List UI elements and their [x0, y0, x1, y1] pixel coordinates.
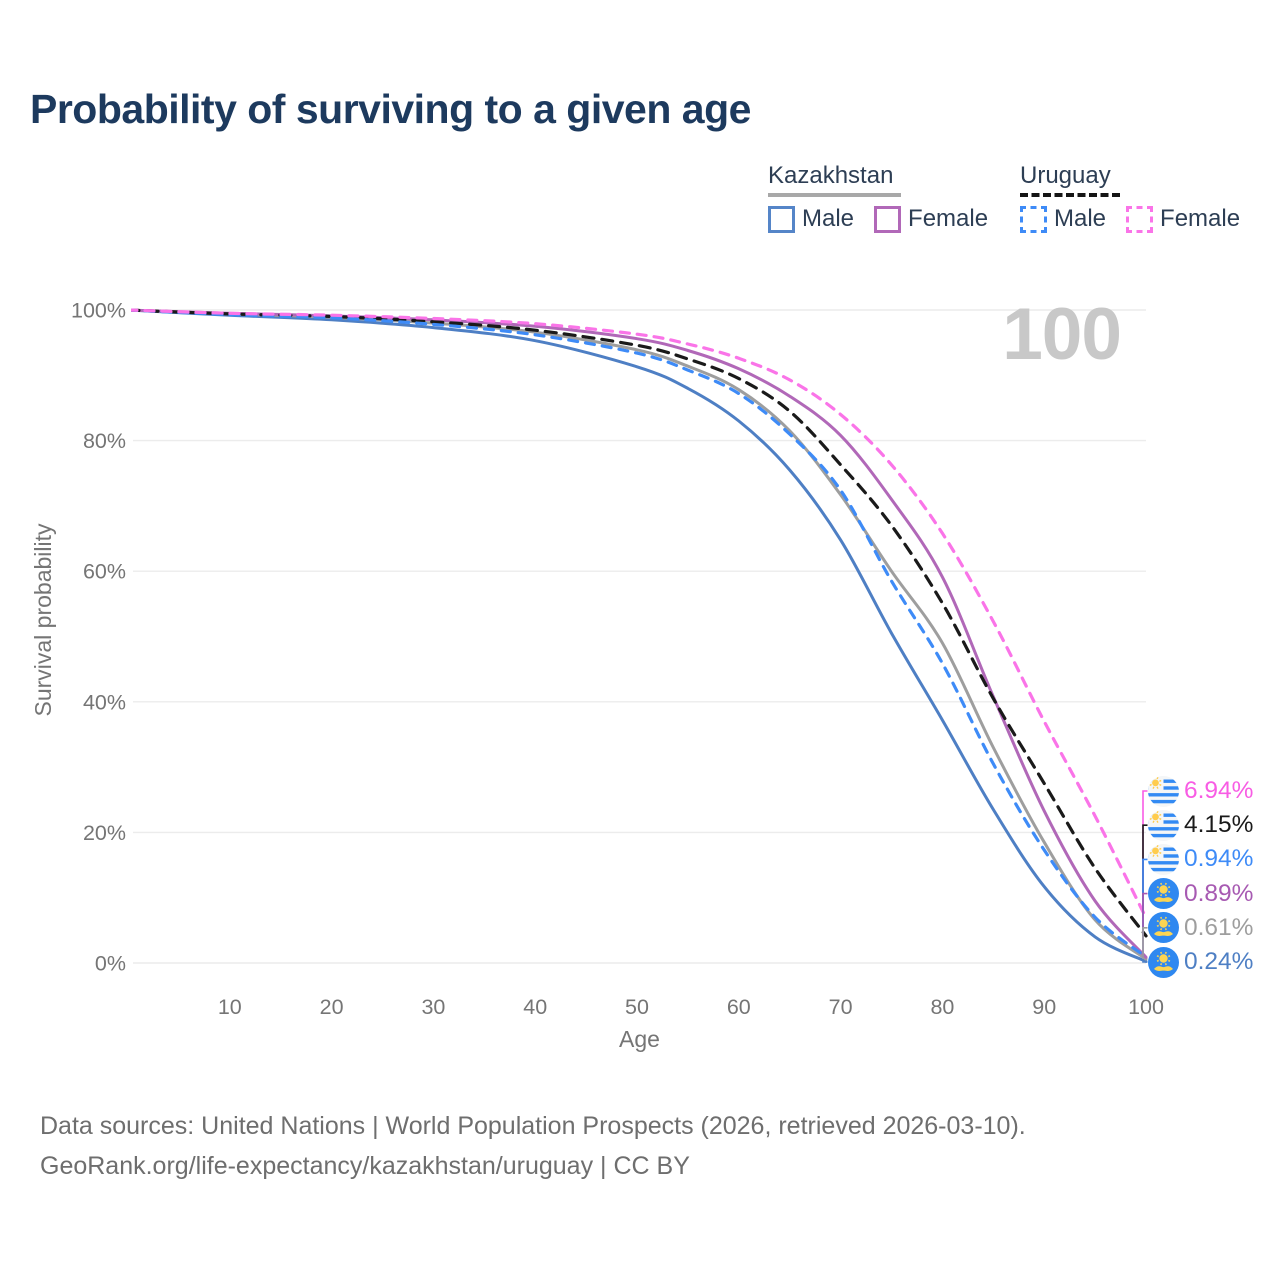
series-line-kz_both — [131, 308, 1148, 961]
x-tick-label: 20 — [320, 995, 344, 1019]
legend-swatch-kazakhstan-female — [874, 205, 902, 233]
legend-label-uruguay-female: Female — [1160, 205, 1241, 232]
end-label-row-kz_female: 0.89% — [1148, 878, 1253, 910]
end-label-row-uy_female: 6.94% — [1148, 775, 1253, 807]
y-tick-label: 60% — [83, 560, 126, 584]
curves-layer — [131, 308, 1148, 963]
end-label-value: 0.89% — [1184, 879, 1254, 907]
x-tick-label: 90 — [1032, 995, 1056, 1019]
legend-item-uruguay-female: Female — [1126, 205, 1240, 233]
end-label-value: 0.61% — [1184, 913, 1254, 941]
legend-swatch-uruguay-female — [1126, 205, 1154, 233]
end-label-row-kz_both: 0.61% — [1148, 912, 1253, 944]
legend-item-uruguay-male: Male — [1020, 205, 1106, 233]
x-tick-label: 40 — [523, 995, 547, 1019]
legend-line-sample-solid — [768, 193, 901, 197]
legend-row-kazakhstan: Male Female — [768, 205, 988, 233]
end-label-row-kz_male: 0.24% — [1148, 946, 1253, 978]
footer: Data sources: United Nations | World Pop… — [40, 1106, 1026, 1186]
end-label-row-uy_male: 0.94% — [1148, 843, 1253, 875]
y-tick-label: 20% — [83, 821, 126, 845]
x-tick-label: 70 — [829, 995, 853, 1019]
legend-group-kazakhstan: Kazakhstan Male Female — [768, 162, 988, 233]
series-line-uy_male — [131, 308, 1148, 959]
footer-data-sources: Data sources: United Nations | World Pop… — [40, 1112, 1026, 1140]
uruguay-flag-icon — [1148, 809, 1179, 841]
y-tick-label: 0% — [95, 952, 126, 976]
x-tick-label: 100 — [1128, 995, 1164, 1019]
legend-country-uruguay: Uruguay — [1020, 162, 1111, 189]
end-label-value: 4.15% — [1184, 811, 1254, 839]
x-tick-label: 60 — [727, 995, 751, 1019]
legend-label-kazakhstan-male: Male — [802, 205, 855, 232]
legend-country-kazakhstan: Kazakhstan — [768, 162, 894, 189]
page-title: Probability of surviving to a given age — [30, 86, 751, 132]
x-tick-label: 30 — [421, 995, 445, 1019]
leader-line-kz_male — [1142, 961, 1148, 963]
legend-group-uruguay: Uruguay Male Female — [1020, 162, 1240, 233]
series-line-uy_female — [131, 308, 1148, 920]
legend-line-sample-dashed — [1020, 193, 1120, 197]
y-tick-label: 100% — [71, 299, 126, 323]
x-tick-label: 10 — [218, 995, 242, 1019]
kazakhstan-flag-icon — [1148, 912, 1179, 944]
age-counter-watermark: 100 — [1002, 294, 1121, 375]
legend-item-kazakhstan-male: Male — [768, 205, 854, 233]
legend-item-kazakhstan-female: Female — [874, 205, 988, 233]
end-label-value: 0.94% — [1184, 845, 1254, 873]
series-line-kz_female — [131, 308, 1148, 959]
footer-attribution: GeoRank.org/life-expectancy/kazakhstan/u… — [40, 1152, 690, 1180]
legend-row-uruguay: Male Female — [1020, 205, 1240, 233]
end-label-row-uy_both: 4.15% — [1148, 809, 1253, 841]
leader-line-kz_both — [1142, 927, 1148, 959]
kazakhstan-flag-icon — [1148, 946, 1179, 978]
uruguay-flag-icon — [1148, 775, 1179, 807]
legend-swatch-uruguay-male — [1020, 205, 1047, 233]
x-tick-label: 80 — [930, 995, 954, 1019]
series-line-kz_male — [131, 308, 1148, 963]
end-label-value: 0.24% — [1184, 948, 1254, 975]
y-tick-label: 40% — [83, 690, 126, 714]
legend-label-kazakhstan-female: Female — [908, 205, 989, 232]
uruguay-flag-icon — [1148, 843, 1179, 875]
legend-label-uruguay-male: Male — [1054, 205, 1107, 232]
end-label-value: 6.94% — [1184, 777, 1254, 804]
legend-swatch-kazakhstan-male — [768, 205, 795, 233]
x-axis-title: Age — [619, 1026, 660, 1052]
y-tick-label: 80% — [83, 429, 126, 453]
y-axis-title: Survival probability — [30, 523, 56, 717]
x-tick-label: 50 — [625, 995, 649, 1019]
kazakhstan-flag-icon — [1148, 878, 1179, 910]
